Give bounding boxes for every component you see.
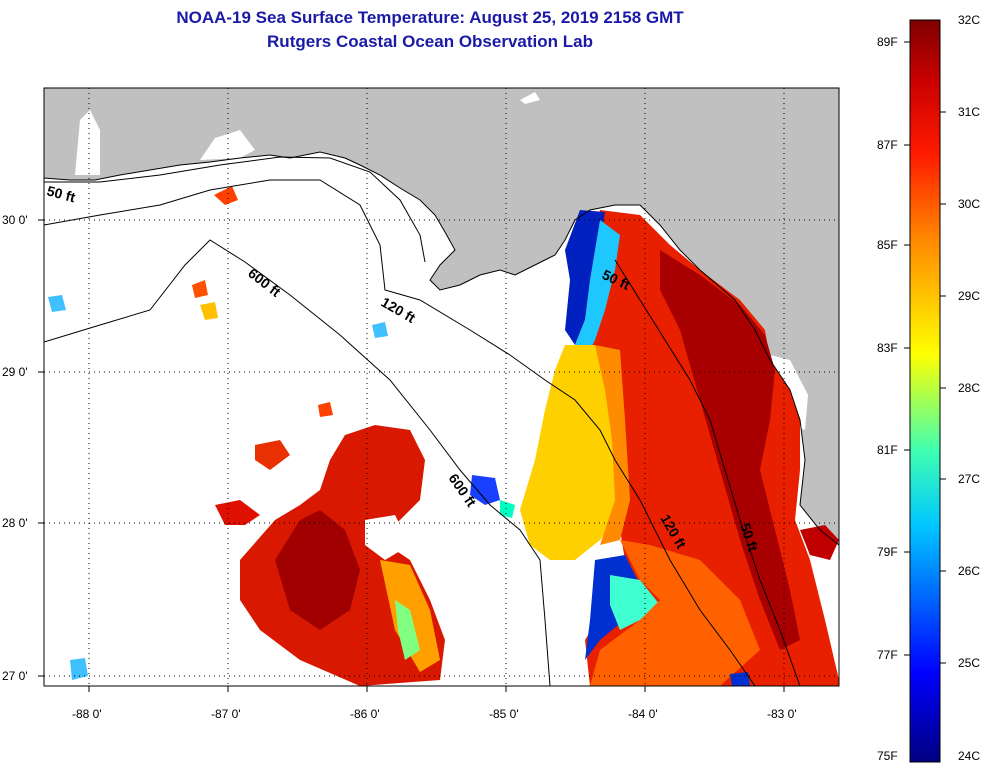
colorbar-f-label: 75F: [877, 749, 898, 763]
colorbar-f-label: 85F: [877, 238, 898, 252]
contour-50ft-east: [614, 259, 801, 686]
colorbar-f-label: 87F: [877, 138, 898, 152]
lon-label: -87 0': [211, 707, 241, 721]
contour-50ft-west: [44, 156, 426, 263]
colorbar-ticks: [904, 41, 946, 664]
colorbar-c-label: 27C: [958, 472, 980, 486]
colorbar-c-label: 29C: [958, 289, 980, 303]
land-area: [44, 88, 839, 545]
lon-label: -88 0': [72, 707, 102, 721]
lon-label: -84 0': [628, 707, 658, 721]
lon-label: -83 0': [767, 707, 797, 721]
colorbar-c-label: 31C: [958, 105, 980, 119]
axis-ticks: [38, 219, 785, 692]
colorbar-c-label: 24C: [958, 749, 980, 763]
lat-label: 28 0': [2, 516, 28, 530]
lon-label: -86 0': [350, 707, 380, 721]
colorbar-f-label: 83F: [877, 341, 898, 355]
colorbar-c-label: 26C: [958, 564, 980, 578]
title-line-1: NOAA-19 Sea Surface Temperature: August …: [176, 8, 684, 27]
colorbar-f-label: 77F: [877, 648, 898, 662]
coastline: [44, 151, 839, 546]
map-frame: [43, 87, 840, 687]
title-line-2: Rutgers Coastal Ocean Observation Lab: [267, 32, 593, 51]
colorbar-f-label: 89F: [877, 35, 898, 49]
colorbar-c-label: 28C: [958, 381, 980, 395]
colorbar-c-label: 32C: [958, 13, 980, 27]
contour-120ft: [44, 179, 756, 686]
colorbar: [909, 19, 941, 763]
contour-600ft: [44, 239, 551, 686]
contour-label-50ft-west: 50 ft: [45, 182, 77, 205]
colorbar-f-label: 79F: [877, 545, 898, 559]
lat-label: 30 0': [2, 213, 28, 227]
lat-label: 29 0': [2, 365, 28, 379]
colorbar-c-label: 30C: [958, 197, 980, 211]
lon-label: -85 0': [489, 707, 519, 721]
colorbar-f-label: 81F: [877, 443, 898, 457]
colorbar-c-label: 25C: [958, 656, 980, 670]
lat-label: 27 0': [2, 669, 28, 683]
